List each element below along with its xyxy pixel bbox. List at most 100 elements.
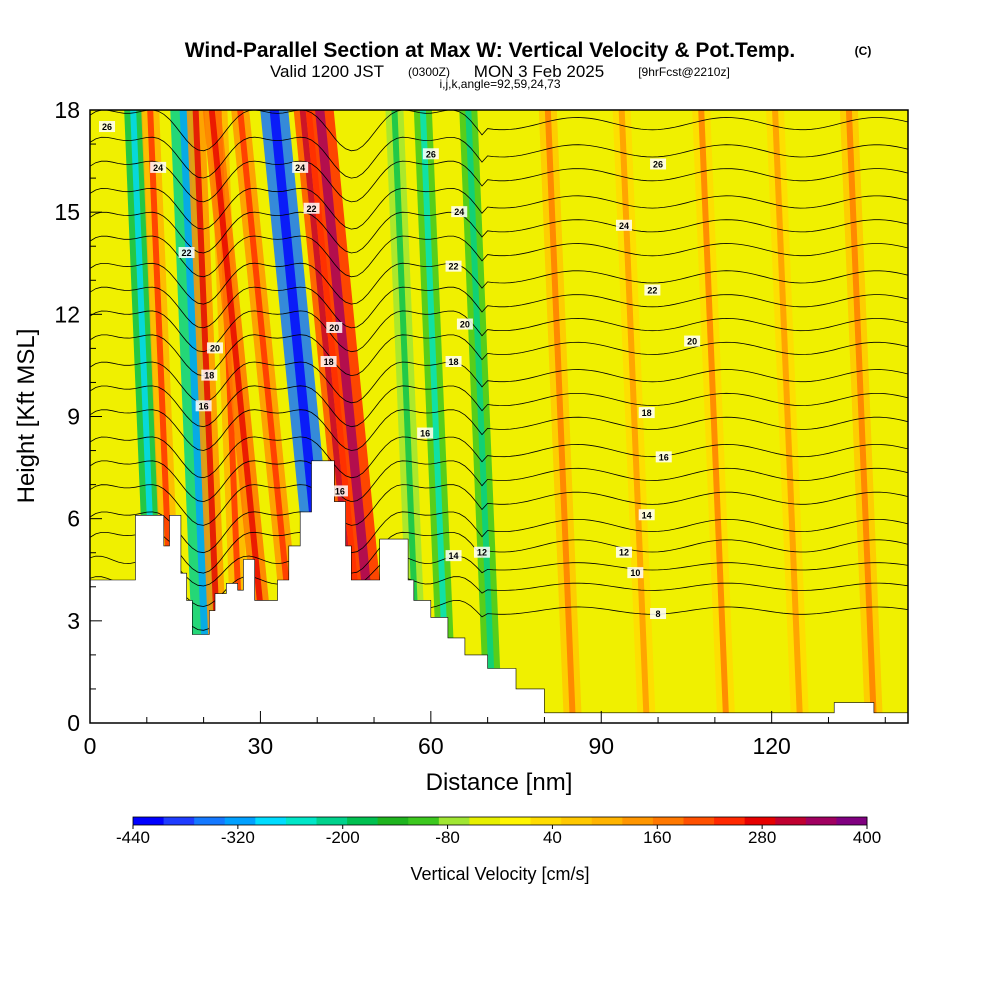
y-tick-label: 0 [67, 710, 80, 736]
colorbar-tick-label: 40 [543, 828, 562, 847]
isentrope-label-bg [638, 407, 655, 419]
isentrope-line [90, 310, 908, 353]
isentrope-line [90, 531, 908, 574]
isentrope-label: 24 [451, 206, 468, 218]
isentrope-label-text: 16 [335, 486, 345, 496]
valid-time: Valid 1200 JST [270, 62, 384, 81]
isentrope-label-bg [99, 121, 116, 133]
colorbar-swatch [591, 817, 623, 825]
colorbar-tick-label: -200 [326, 828, 360, 847]
colorbar-swatch [194, 817, 226, 825]
isentrope-label-text: 10 [630, 568, 640, 578]
isentrope-label-text: 12 [477, 548, 487, 558]
isentrope-line [90, 409, 908, 451]
isentrope-label: 24 [615, 219, 632, 231]
valid-utc: (0300Z) [408, 65, 450, 79]
isentrope-label: 22 [644, 284, 661, 296]
isentrope-label-bg [650, 608, 667, 620]
isentrope-label: 8 [650, 608, 667, 620]
isentrope-label-bg [292, 161, 309, 173]
section-params: i,j,k,angle=92,59,24,73 [439, 77, 560, 91]
isentrope-label-bg [178, 247, 195, 259]
y-tick-label: 18 [54, 97, 80, 123]
isentrope-label-bg [326, 321, 343, 333]
colorbar-tick-label: -440 [116, 828, 150, 847]
isentrope-label: 26 [650, 158, 667, 170]
isentrope-label-text: 22 [449, 262, 459, 272]
isentrope-label-bg [473, 546, 490, 558]
isentrope-label-text: 26 [426, 149, 436, 159]
terrain-mask [90, 460, 908, 723]
isentrope-label: 22 [303, 202, 320, 214]
colorbar-swatch [622, 817, 654, 825]
colorbar-swatch [500, 817, 532, 825]
isentrope-label-bg [417, 427, 434, 439]
isentrope-line [90, 262, 908, 305]
isentrope-line [90, 555, 908, 587]
isentrope-line [90, 460, 908, 503]
isentrope-label-text: 20 [210, 343, 220, 353]
isentrope-label-bg [627, 567, 644, 579]
colorbar-swatch [683, 817, 715, 825]
isentrope-label: 20 [326, 321, 343, 333]
isentrope-line [90, 160, 908, 203]
colorbar-swatch [714, 817, 746, 825]
x-axis-label: Distance [nm] [426, 769, 573, 796]
isentrope-label-text: 8 [656, 609, 661, 619]
isentrope-label: 14 [445, 550, 462, 562]
isentrope-label-text: 12 [619, 548, 629, 558]
x-tick-label: 120 [752, 733, 790, 759]
isentrope-label-text: 16 [199, 401, 209, 411]
isentrope-label: 20 [206, 342, 223, 354]
isentrope-label: 24 [292, 161, 309, 173]
isentrope-line [90, 286, 908, 329]
colorbar-swatch [438, 817, 470, 825]
isentrope-label-bg [445, 550, 462, 562]
colorbar-swatch [316, 817, 348, 825]
colorbar-swatch [744, 817, 776, 825]
isentrope-label-bg [456, 318, 473, 330]
y-tick-label: 3 [67, 608, 80, 634]
isentrope-label-text: 24 [153, 163, 163, 173]
isentrope-label-bg [206, 342, 223, 354]
isentrope-label-text: 20 [329, 323, 339, 333]
velocity-band-core [179, 110, 214, 723]
isentrope-labels: 26 24 22 20 18 16 24 22 20 18 16 26 24 22 20 18 16 14 12 26… [99, 121, 701, 620]
isentrope-label-bg [615, 546, 632, 558]
isentrope-label-bg [331, 485, 348, 497]
vertical-velocity-field [124, 110, 883, 723]
x-tick-label: 90 [588, 733, 614, 759]
colorbar-swatch [561, 817, 593, 825]
isentrope-line [90, 334, 908, 377]
velocity-band-core [845, 110, 877, 723]
isentrope-label-bg [644, 284, 661, 296]
velocity-band-core [315, 110, 385, 723]
isentrope-label: 18 [445, 356, 462, 368]
isentrope-label-text: 18 [324, 357, 334, 367]
velocity-band-core [391, 110, 423, 723]
isentrope-label: 22 [445, 260, 462, 272]
y-tick-label: 12 [54, 301, 80, 327]
isentrope-label-text: 20 [687, 337, 697, 347]
isentrope-label-text: 24 [619, 221, 629, 231]
isentrope-label: 20 [684, 335, 701, 347]
isentrope-label-bg [451, 206, 468, 218]
isentrope-label-bg [422, 148, 439, 160]
isentrope-line [90, 211, 908, 254]
forecast-info: [9hrFcst@2210z] [638, 65, 730, 79]
isentrope-label-text: 22 [647, 285, 657, 295]
copyright-mark: (C) [855, 44, 872, 58]
isentrope-label-text: 22 [307, 204, 317, 214]
isentrope-label-bg [150, 161, 167, 173]
isentrope-label-text: 24 [454, 207, 464, 217]
y-tick-label: 15 [54, 199, 80, 225]
colorbar-swatch [836, 817, 868, 825]
isentrope-label-text: 22 [182, 248, 192, 258]
isentrope-label-bg [615, 219, 632, 231]
colorbar-swatch [255, 817, 287, 825]
isentrope-label: 22 [178, 247, 195, 259]
colorbar-tick-labels: -440 -320 -200 -80 40 160 280 400 [116, 825, 881, 847]
isentrope-label: 16 [655, 451, 672, 463]
y-axis-label: Height [Kft MSL] [13, 329, 40, 504]
